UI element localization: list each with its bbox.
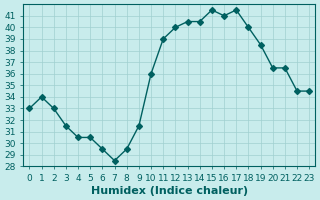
X-axis label: Humidex (Indice chaleur): Humidex (Indice chaleur) [91,186,248,196]
